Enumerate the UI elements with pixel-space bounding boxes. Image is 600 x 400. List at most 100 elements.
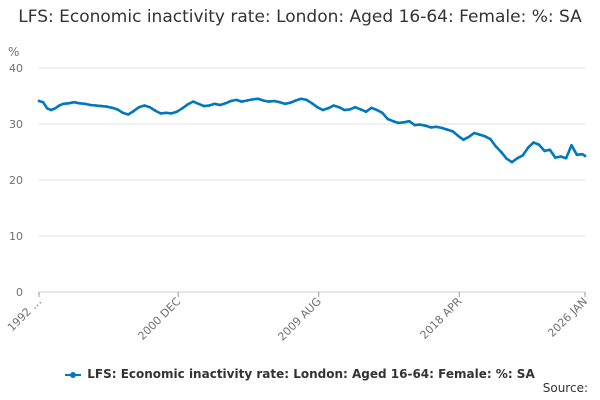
data-point [435, 125, 438, 129]
legend-label: LFS: Economic inactivity rate: London: A… [87, 367, 535, 381]
data-point [418, 123, 422, 126]
data-point [175, 110, 179, 113]
data-point [143, 104, 146, 107]
data-point [532, 141, 535, 144]
data-point [83, 102, 87, 106]
series-layer [37, 97, 587, 164]
data-point [537, 143, 541, 146]
data-point [89, 103, 92, 107]
data-point [413, 123, 417, 127]
data-point [440, 126, 444, 130]
data-point [353, 105, 357, 109]
data-point [370, 106, 373, 110]
legend: LFS: Economic inactivity rate: London: A… [0, 367, 600, 381]
data-point [49, 108, 53, 112]
data-point [467, 135, 471, 139]
data-point [62, 102, 65, 106]
data-point [462, 138, 465, 141]
data-point [391, 119, 395, 123]
data-point [67, 102, 70, 105]
series-line-0 [37, 97, 587, 164]
data-point [386, 117, 390, 121]
data-point [499, 150, 503, 154]
data-point [375, 108, 379, 112]
data-point [202, 104, 206, 108]
data-point [510, 160, 514, 164]
source-label: Source: [542, 381, 588, 395]
data-point [72, 100, 76, 104]
data-point [45, 107, 49, 110]
data-point [126, 113, 130, 116]
data-point [164, 111, 168, 115]
data-point [99, 104, 103, 108]
data-point [554, 156, 557, 159]
data-point [559, 155, 562, 158]
data-point [218, 103, 222, 107]
data-point [181, 107, 184, 110]
data-point [229, 99, 233, 103]
data-point [332, 104, 335, 107]
data-point [408, 119, 411, 123]
data-point [478, 133, 481, 136]
y-axis-label: % [8, 45, 19, 59]
data-point [58, 104, 61, 107]
data-point [148, 105, 152, 109]
data-point [208, 104, 211, 107]
data-point [110, 106, 114, 110]
y-tick-label: 30 [9, 118, 23, 131]
data-point [305, 98, 308, 102]
data-point [299, 97, 303, 101]
data-point [429, 126, 433, 129]
data-point [521, 154, 525, 157]
axes: 0 10 20 30 40% 1992 … 2000 DEC 2009 AUG 2018 APR… [5, 45, 590, 343]
data-point [494, 145, 498, 148]
data-point [526, 146, 530, 149]
data-point [262, 99, 265, 102]
data-point [516, 156, 519, 160]
x-tick-label: 2018 APR [418, 295, 465, 342]
data-point [105, 105, 108, 108]
data-point [37, 99, 41, 103]
data-point [397, 121, 400, 125]
data-point [78, 102, 81, 105]
legend-swatch-icon [65, 371, 82, 378]
data-point [116, 108, 119, 111]
data-point [581, 152, 584, 156]
data-point [359, 108, 363, 111]
gridlines [39, 67, 585, 293]
data-point [289, 101, 292, 104]
data-point [251, 98, 254, 101]
data-point [121, 111, 125, 115]
y-tick-label: 10 [9, 230, 23, 243]
data-point [445, 128, 449, 131]
data-point [132, 109, 135, 113]
data-point [381, 111, 384, 115]
data-point [337, 105, 341, 109]
data-point [272, 99, 276, 103]
data-point [456, 134, 460, 138]
data-point [278, 100, 281, 104]
data-point [326, 107, 330, 110]
data-point [489, 137, 492, 141]
data-point [191, 100, 195, 103]
data-point [53, 107, 57, 110]
data-point [343, 108, 346, 112]
data-point [224, 102, 227, 105]
data-point [283, 102, 287, 106]
data-point [316, 105, 319, 109]
y-tick-label: 20 [9, 174, 23, 187]
data-point [483, 135, 487, 138]
data-point [348, 108, 352, 111]
data-point [294, 99, 298, 102]
data-point [137, 105, 141, 109]
data-point [451, 130, 454, 133]
data-point [310, 102, 314, 105]
data-point [472, 131, 476, 135]
chart-title: LFS: Economic inactivity rate: London: A… [18, 7, 582, 27]
x-tick-label: 2026 JAN [545, 295, 590, 340]
data-point [424, 124, 427, 127]
data-point [170, 112, 173, 115]
data-point [564, 156, 568, 160]
data-point [197, 102, 200, 106]
